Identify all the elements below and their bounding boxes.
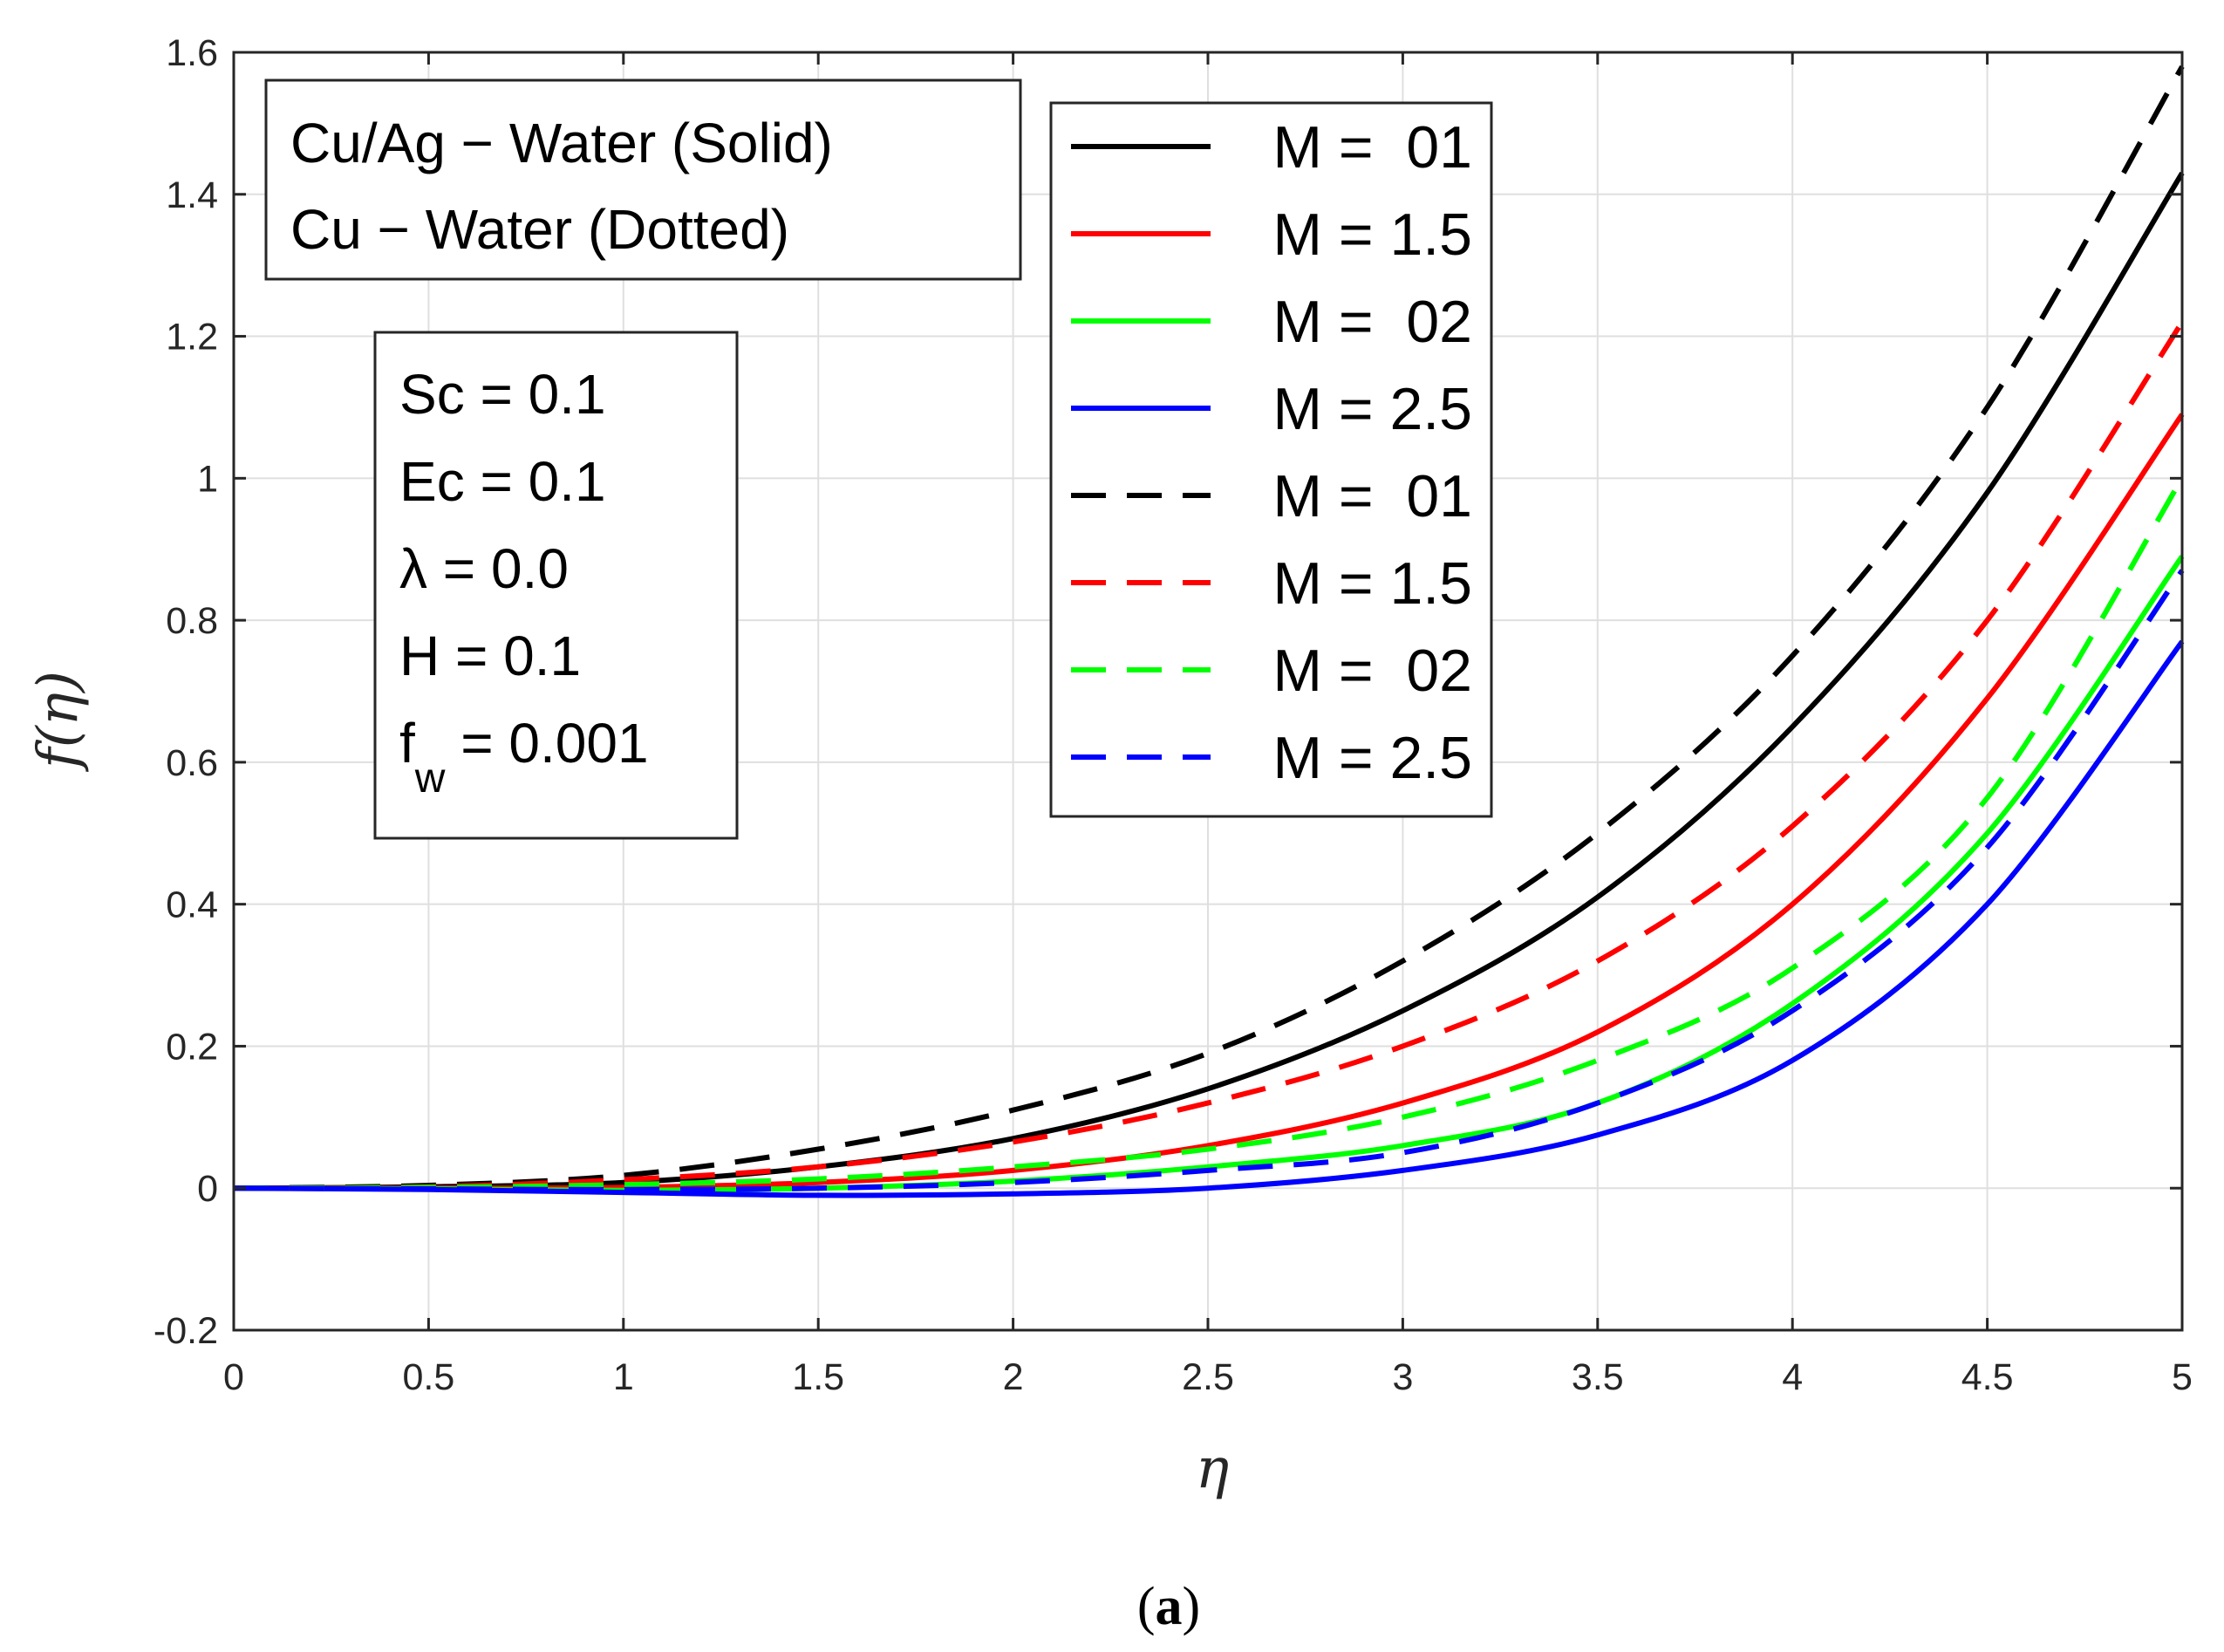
legend-items: M = 01 M = 1.5 M = 02 M = 2.5 M = 01 M = 1.5 M… [1071, 114, 1472, 791]
type-solid-label: Cu/Ag − Water (Solid) [290, 112, 833, 174]
y-tick-label: 1.6 [166, 32, 218, 74]
caption-open: ( [1137, 1577, 1156, 1636]
x-tick-label: 4 [1782, 1356, 1803, 1398]
x-tick-label: 2 [1003, 1356, 1024, 1398]
param-sc: Sc = 0.1 [399, 363, 606, 426]
x-tick-label: 3 [1392, 1356, 1413, 1398]
figure-caption: (a) [1137, 1577, 1200, 1636]
x-tick-label: 0.5 [403, 1356, 455, 1398]
series-line-cu-water-1.5 [233, 320, 2185, 1191]
legend-label: M = 01 [1272, 463, 1472, 529]
legend-label: M = 02 [1272, 638, 1472, 704]
fluid-type-box: Cu/Ag − Water (Solid) Cu − Water (Dotted… [264, 79, 1022, 281]
x-axis-ticks: 0 0.5 1 1.5 2 2.5 3 3.5 4 4.5 5 [223, 52, 2193, 1398]
param-lambda: λ = 0.0 [399, 537, 569, 600]
param-fw-suffix: = 0.001 [445, 712, 648, 775]
type-dotted-label: Cu − Water (Dotted) [290, 198, 789, 261]
x-tick-label: 0 [223, 1356, 244, 1398]
series-line-cu-water-2.5 [233, 569, 2185, 1192]
param-h: H = 0.1 [399, 625, 581, 687]
series-line-cu-water-01 [233, 65, 2185, 1191]
legend-label: M = 1.5 [1272, 201, 1472, 268]
y-tick-label: 1.4 [166, 174, 218, 216]
x-tick-label: 1.5 [792, 1356, 844, 1398]
x-tick-label: 4.5 [1961, 1356, 2014, 1398]
param-ec: Ec = 0.1 [399, 450, 606, 513]
parameters-box: Sc = 0.1 Ec = 0.1 λ = 0.0 H = 0.1 fw = 0… [373, 331, 739, 840]
legend-label: M = 02 [1272, 289, 1472, 355]
param-fw: fw = 0.001 [399, 712, 649, 802]
x-tick-label: 3.5 [1572, 1356, 1624, 1398]
y-tick-label: 0.8 [166, 600, 218, 642]
series-line-cu-water-02 [233, 476, 2185, 1191]
y-tick-label: 0.6 [166, 742, 218, 784]
caption-close: ) [1183, 1577, 1201, 1636]
legend: M = 01 M = 1.5 M = 02 M = 2.5 M = 01 M = 1.5 M… [1049, 101, 1493, 818]
x-tick-label: 5 [2172, 1356, 2193, 1398]
param-fw-prefix: f [399, 712, 415, 775]
y-tick-label: -0.2 [153, 1310, 218, 1352]
y-axis-ticks: -0.2 0 0.2 0.4 0.6 0.8 1 1.2 1.4 1.6 [153, 32, 2182, 1352]
param-fw-sub: w [414, 755, 446, 802]
y-tick-label: 1 [197, 458, 218, 500]
legend-label: M = 1.5 [1272, 550, 1472, 617]
caption-letter: a [1156, 1577, 1183, 1636]
legend-label: M = 2.5 [1272, 725, 1472, 791]
x-tick-label: 1 [613, 1356, 634, 1398]
x-axis-label: η [1196, 1437, 1229, 1501]
y-axis-label: f(η) [26, 671, 91, 772]
y-tick-label: 0.4 [166, 884, 218, 926]
y-tick-label: 0 [197, 1168, 218, 1210]
legend-label: M = 01 [1272, 114, 1472, 181]
y-tick-label: 1.2 [166, 317, 218, 358]
curves [233, 65, 2185, 1198]
x-tick-label: 2.5 [1182, 1356, 1234, 1398]
y-tick-label: 0.2 [166, 1026, 218, 1068]
legend-label: M = 2.5 [1272, 376, 1472, 442]
